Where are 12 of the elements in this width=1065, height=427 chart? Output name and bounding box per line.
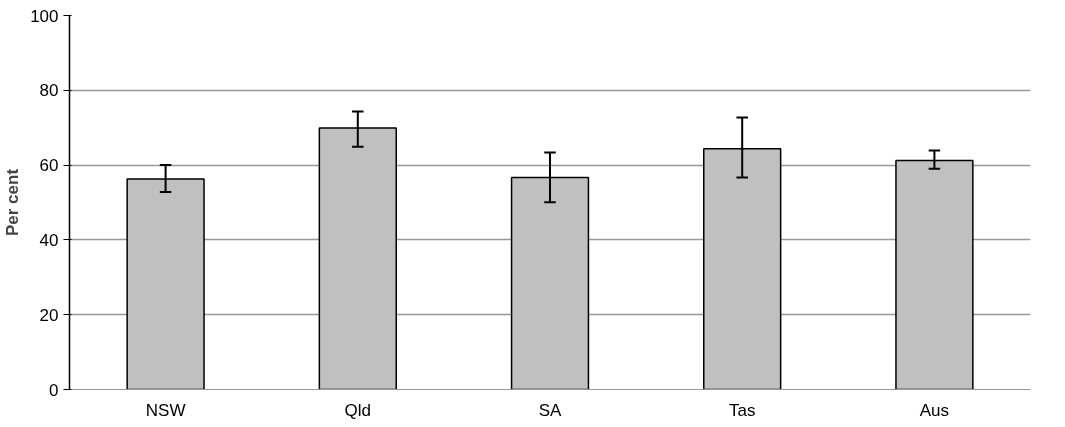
y-tick-label: 60 <box>39 156 59 176</box>
x-tick-label: Tas <box>728 400 756 420</box>
x-tick-label: SA <box>538 400 562 420</box>
y-tick-label: 100 <box>30 6 59 26</box>
y-tick-label: 20 <box>39 305 59 325</box>
x-tick-label: NSW <box>145 400 186 420</box>
x-tick-label: Qld <box>344 400 372 420</box>
y-axis-title: Per cent <box>3 168 23 237</box>
x-tick-label: Aus <box>919 400 950 420</box>
y-tick-label: 80 <box>39 81 59 101</box>
y-tick-label: 0 <box>49 380 59 400</box>
y-tick-label: 40 <box>39 230 59 250</box>
